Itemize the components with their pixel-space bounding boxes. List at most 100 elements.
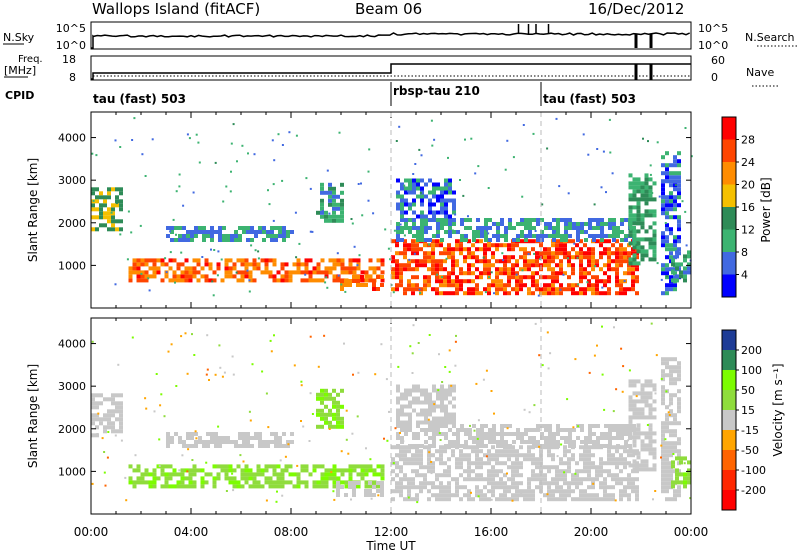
power-cell — [675, 278, 679, 283]
power-cell — [316, 270, 321, 275]
power-cell — [226, 238, 230, 242]
power-cell — [455, 291, 459, 296]
power-cell — [564, 218, 568, 222]
power-cell — [403, 263, 407, 268]
power-cell — [206, 230, 210, 234]
power-cell — [640, 225, 645, 230]
power-cell — [252, 262, 257, 267]
power-cell — [591, 291, 595, 296]
power-cell — [468, 218, 472, 222]
power-scatter-point — [198, 161, 201, 164]
power-cell — [603, 291, 607, 296]
power-cell — [583, 251, 587, 256]
power-cell — [340, 258, 345, 263]
velocity-cell — [419, 453, 423, 458]
power-cell — [620, 238, 624, 242]
power-scatter-point — [555, 232, 558, 235]
velocity-cell — [544, 424, 548, 428]
power-scatter-point — [395, 140, 398, 142]
power-cell — [632, 213, 637, 218]
power-cell — [591, 283, 595, 288]
velocity-cell — [336, 408, 340, 413]
power-cell — [487, 267, 491, 272]
power-cell — [224, 266, 229, 271]
velocity-cell — [399, 457, 403, 462]
velocity-cell — [503, 489, 507, 494]
power-cell — [628, 213, 633, 218]
velocity-cell — [547, 493, 551, 498]
power-cell — [492, 234, 496, 238]
power-cell — [240, 262, 245, 267]
power-cell — [632, 237, 637, 242]
power-scatter-point — [119, 146, 122, 148]
velocity-cell — [427, 457, 431, 462]
power-cell — [160, 262, 165, 267]
velocity-scatter-point — [242, 460, 245, 463]
velocity-cell — [312, 468, 317, 473]
power-cell — [107, 227, 111, 232]
velocity-cell — [467, 453, 471, 458]
power-cell — [304, 258, 309, 263]
power-cell — [448, 226, 452, 230]
velocity-cell — [619, 461, 623, 466]
power-cell — [547, 251, 551, 256]
power-cell — [673, 235, 677, 240]
velocity-cell — [308, 472, 313, 477]
power-cell — [348, 258, 353, 263]
power-cell — [661, 263, 665, 268]
velocity-cell — [423, 445, 427, 450]
velocity-cell — [408, 392, 412, 397]
power-cell — [507, 283, 511, 288]
velocity-scatter-point — [351, 432, 354, 435]
velocity-cell — [547, 489, 551, 494]
velocity-cell — [619, 489, 623, 494]
velocity-cell — [603, 493, 607, 498]
power-cell — [312, 266, 317, 271]
velocity-cell — [547, 497, 551, 502]
velocity-cell — [665, 357, 669, 362]
velocity-cell — [677, 441, 681, 446]
power-scatter-point — [674, 184, 677, 186]
power-cell — [516, 222, 520, 226]
velocity-scatter-point — [117, 363, 120, 366]
power-cell — [615, 283, 619, 288]
power-cell — [452, 218, 456, 222]
velocity-cell — [673, 493, 677, 498]
power-cell — [571, 271, 575, 276]
velocity-cell — [551, 493, 555, 498]
power-cell — [391, 271, 395, 276]
power-cell — [559, 251, 563, 256]
power-cell — [408, 178, 412, 183]
velocity-cell — [559, 473, 563, 478]
power-cell — [683, 278, 687, 283]
velocity-cell — [644, 467, 649, 472]
power-cell — [616, 234, 620, 238]
power-cell — [673, 247, 677, 252]
velocity-cell — [119, 393, 123, 398]
velocity-scatter-point — [386, 439, 389, 442]
velocity-scatter-point — [615, 388, 618, 391]
power-cell — [556, 234, 560, 238]
power-cell — [148, 258, 153, 263]
velocity-scatter-point — [588, 371, 591, 374]
power-cell — [278, 230, 282, 234]
power-cell — [224, 270, 229, 275]
velocity-cell — [403, 461, 407, 466]
power-cell — [286, 230, 290, 234]
velocity-cell — [340, 424, 344, 429]
power-cell — [340, 202, 344, 207]
velocity-cell — [560, 428, 564, 432]
velocity-cell — [536, 424, 540, 428]
velocity-cell — [608, 428, 612, 432]
power-scatter-point — [546, 147, 549, 150]
power-cell — [178, 226, 182, 230]
power-cell — [677, 159, 681, 164]
velocity-cell — [242, 432, 246, 436]
power-cell — [583, 271, 587, 276]
velocity-scatter-point — [469, 424, 471, 427]
power-cell — [455, 275, 459, 280]
velocity-cell — [587, 485, 591, 490]
power-scatter-point — [357, 183, 360, 185]
velocity-cell — [575, 481, 579, 486]
